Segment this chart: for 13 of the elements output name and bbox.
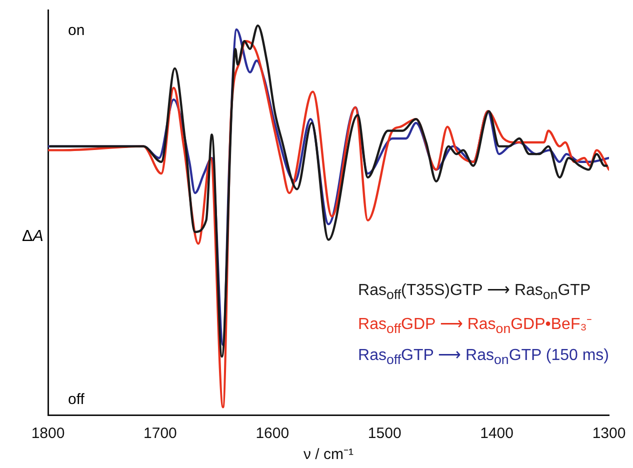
x-tick-label: 1400 (480, 425, 514, 442)
y-axis-title: ΔA (22, 228, 44, 246)
text: Ras$_{off}$(T35S)GTP ⟶ Ras$_{on}$GTP (358, 281, 592, 303)
text: Ras$_{off}$GTP ⟶ Ras$_{on}$GTP (150 ms) (358, 346, 609, 367)
x-tick-label: 1700 (144, 425, 177, 442)
x-tick-label: 1800 (31, 425, 65, 442)
x-tick-label: 1600 (256, 425, 290, 442)
annotation: on (68, 22, 85, 39)
annotation: off (68, 391, 84, 408)
x-tick-label: 1500 (368, 425, 402, 442)
x-axis-title: ν / cm⁻¹ (304, 446, 354, 464)
text: Ras$_{off}$GDP ⟶ Ras$_{on}$GDP•BeF₃⁻ (358, 314, 593, 336)
x-tick-label: 1300 (592, 425, 626, 442)
